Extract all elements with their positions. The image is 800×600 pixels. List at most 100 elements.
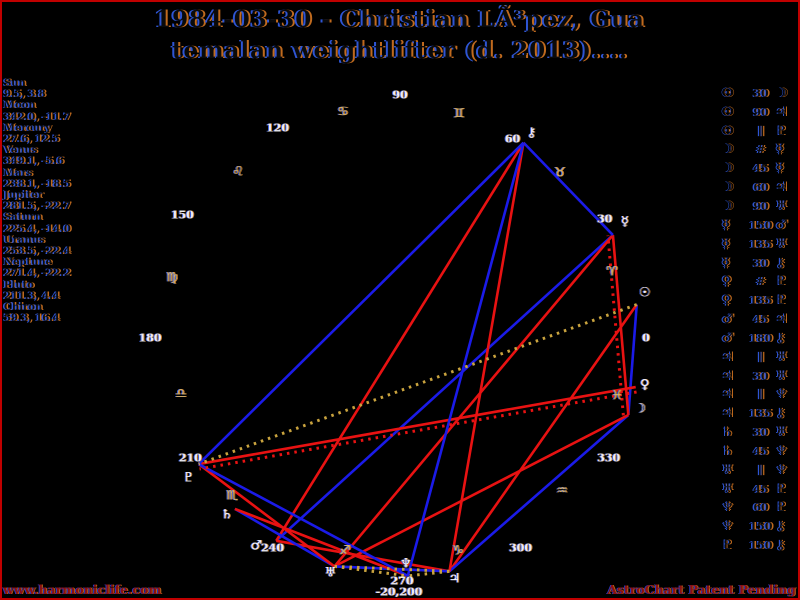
libra-sign-glyph: ♎: [175, 386, 187, 402]
planet-coords: 281.5, -22.7: [4, 201, 71, 213]
aspect-type-label: 30: [753, 426, 769, 440]
aspect-planet1-glyph: ♀: [722, 293, 732, 309]
scorpio-sign-glyph: ♏: [226, 488, 238, 504]
aspect-planet2-glyph: ♅: [776, 349, 788, 365]
aspect-row: ☉ 90 ♃: [722, 103, 798, 122]
aspect-planet2-glyph: ⚷: [776, 255, 786, 271]
aspect-type-label: 30: [753, 256, 769, 270]
moon-glyph: ☽: [634, 401, 647, 417]
planet-coords: 238.1, -18.5: [4, 178, 71, 190]
aspect-line-sun-pluto: [198, 303, 638, 466]
aspect-type-label: 60: [753, 181, 769, 195]
aspect-type-label: 90: [753, 199, 769, 213]
aspect-line-saturn-uranus: [234, 507, 336, 568]
aspect-planet2-glyph: ♃: [776, 104, 788, 120]
longitude-tick-60: 60: [504, 132, 521, 146]
aspect-type-label: 45: [753, 162, 769, 176]
aspect-planet1-glyph: ☿: [722, 217, 730, 233]
planet-name: Neptune: [4, 257, 53, 269]
aspect-planet2-glyph: ♃: [776, 312, 788, 328]
aspect-planet1-glyph: ☉: [722, 104, 734, 120]
aspect-line-neptune-pluto: [198, 462, 409, 578]
aspect-row: ♃ ∥ ♅: [722, 348, 798, 367]
planet-name: Saturn: [4, 212, 43, 224]
aspect-type-label: 135: [749, 294, 773, 308]
planet-name: Mercury: [4, 122, 52, 134]
aspect-type-label: #: [756, 275, 766, 289]
aspect-planet2-glyph: ⚷: [776, 330, 786, 346]
aspect-line-uranus-neptune: [334, 564, 409, 578]
aspect-type-label: 180: [749, 331, 773, 345]
aspect-row: ☿ 135 ♅: [722, 235, 798, 254]
longitude-tick-210: 210: [178, 451, 202, 465]
planet-coords: 9.5, 3.8: [4, 89, 46, 101]
aspect-line-moon-mercury: [606, 235, 625, 416]
leo-sign-glyph: ♌: [232, 164, 244, 180]
page-title-line2: temalan weightlifter (d. 2013)....: [171, 37, 629, 64]
aspect-row: ☿ 150 ♂: [722, 216, 798, 235]
aspect-planet1-glyph: ☿: [722, 236, 730, 252]
aspect-row: ☿ 30 ⚷: [722, 254, 798, 273]
aspect-line-saturn-neptune: [234, 507, 409, 578]
aspect-type-label: 45: [753, 482, 769, 496]
aspect-type-label: 90: [753, 105, 769, 119]
gemini-sign-glyph: ♊: [453, 106, 465, 122]
longitude-tick-0: 0: [642, 331, 650, 345]
aspect-row: ♇ 150 ⚷: [722, 536, 798, 555]
planet-name: Moon: [4, 100, 36, 112]
aspect-planet1-glyph: ♆: [722, 500, 734, 516]
planet-name: Mars: [4, 167, 33, 179]
aspect-planet1-glyph: ♃: [722, 406, 734, 422]
jupiter-glyph: ♃: [448, 571, 461, 587]
aspect-line-mercury-chiron: [522, 141, 614, 236]
aspect-row: ♆ 60 ♇: [722, 499, 798, 518]
aspect-planet2-glyph: ♂: [776, 217, 788, 233]
aspect-line-mercury-uranus: [333, 234, 614, 568]
longitude-tick-90: 90: [392, 88, 408, 102]
aspect-planet1-glyph: ☽: [722, 142, 734, 158]
aspect-list: ☉ 30 ☽ ☉ 90 ♃ ☉ ∥ ♇ ☽ # ☿ ☽ 45 ☿ ☽ 60 ♃ ☽ 90 ♅ ☿ 150 ♂ ☿ 135 ♅ ☿ 30 ⚷…: [722, 84, 798, 555]
aspect-type-label: 150: [749, 218, 773, 232]
aspect-type-label: 135: [749, 407, 773, 421]
aspect-planet2-glyph: ⚷: [776, 406, 786, 422]
aspect-line-mercury-mars: [275, 234, 614, 542]
longitude-tick-30: 30: [596, 212, 613, 226]
aspect-planet1-glyph: ♃: [722, 349, 734, 365]
planet-name: Pluto: [4, 279, 34, 291]
aspect-row: ♃ 30 ♅: [722, 367, 798, 386]
aspect-line-venus-pluto: [198, 385, 636, 466]
aspect-planet1-glyph: ☉: [722, 123, 734, 139]
aspect-planet2-glyph: ♅: [776, 425, 788, 441]
planet-name: Uranus: [4, 234, 45, 246]
aspect-type-label: ∥: [758, 388, 764, 402]
capricorn-sign-glyph: ♑: [452, 543, 464, 559]
page-title-line1: 1984-03-30 - Christian LÃ³pez, Gua: [155, 6, 645, 33]
aspect-line-neptune-chiron: [406, 142, 525, 577]
aspect-type-label: 150: [749, 539, 773, 553]
aspect-type-label: ∥: [758, 124, 764, 138]
aspect-planet2-glyph: ☿: [776, 161, 784, 177]
aspect-planet2-glyph: ☿: [776, 142, 784, 158]
longitude-tick-240: 240: [261, 541, 284, 555]
saturn-glyph: ♄: [221, 507, 233, 523]
planet-coords: 225.4, -14.0: [4, 223, 71, 235]
aspect-line-moon-uranus: [333, 413, 629, 568]
aspect-type-label: ∥: [758, 350, 764, 364]
planet-position-list: Sun 9.5, 3.8 Moon 342.0, -11.7 Mercury 27.6, …: [4, 78, 71, 324]
aspect-row: ♃ 135 ⚷: [722, 404, 798, 423]
aspect-planet2-glyph: ♇: [776, 293, 788, 309]
planet-coords: 59.3, 16.4: [4, 313, 60, 325]
aspect-planet1-glyph: ♇: [722, 538, 734, 554]
aspect-planet1-glyph: ☉: [722, 85, 734, 101]
aspect-planet1-glyph: ♄: [722, 425, 734, 441]
sun-glyph: ☉: [638, 285, 651, 301]
aspect-planet1-glyph: ♂: [722, 330, 734, 346]
aspect-planet2-glyph: ♇: [776, 481, 788, 497]
aspect-line-moon-jupiter: [448, 414, 630, 573]
aspect-planet2-glyph: ☽: [776, 85, 788, 101]
aspect-row: ♆ 150 ⚷: [722, 517, 798, 536]
planet-name: Sun: [4, 78, 26, 89]
aspect-line-uranus-pluto: [197, 463, 336, 568]
